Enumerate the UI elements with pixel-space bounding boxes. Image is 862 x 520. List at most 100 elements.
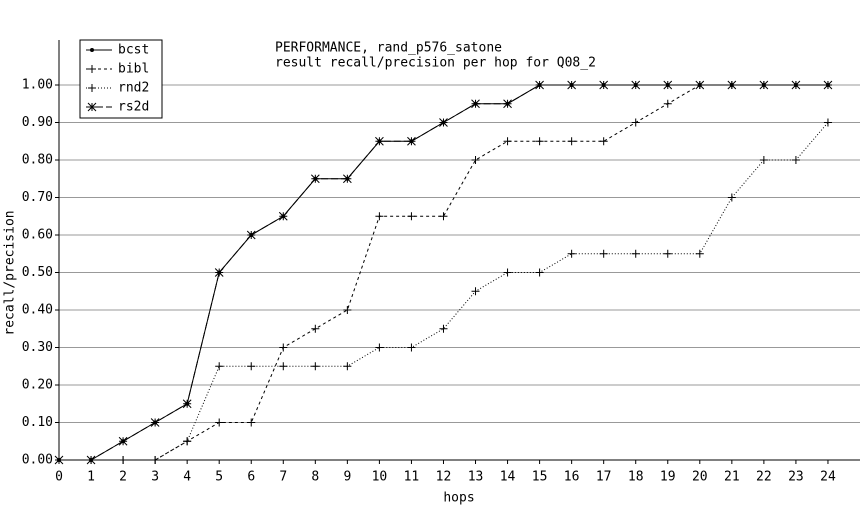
point [471,156,480,164]
marker [727,193,736,202]
x-tick-label: 21 [724,470,740,485]
point [503,268,512,277]
marker [279,362,288,371]
marker [119,456,128,464]
point [375,136,384,146]
point [311,362,320,371]
point [503,99,512,109]
point [86,455,96,465]
marker [183,437,192,446]
point [311,324,320,333]
marker [88,84,96,92]
point [631,80,641,90]
legend-label: rnd2 [118,81,149,96]
marker [791,80,801,90]
point [407,343,416,352]
marker [503,137,512,146]
marker [663,99,672,108]
marker [375,343,384,352]
marker [343,174,352,184]
point [535,80,544,90]
point [247,362,256,371]
point [87,102,97,112]
marker [759,156,768,164]
point [119,456,128,464]
marker [118,436,128,446]
x-tick-label: 17 [596,470,612,485]
marker [86,455,96,465]
point [503,137,512,146]
x-tick-label: 11 [404,470,420,485]
x-tick-label: 19 [660,470,676,485]
point [407,212,416,221]
y-tick-label: 0.30 [22,340,53,355]
marker [663,249,672,258]
marker [823,80,833,90]
legend-box [79,39,163,119]
point [599,249,608,258]
point [599,80,609,90]
point [88,84,96,92]
marker [631,118,640,127]
point [407,136,416,146]
point [88,65,96,73]
marker [695,80,705,90]
marker [663,80,673,90]
point [631,249,640,258]
point [631,118,640,127]
marker [182,399,192,409]
point [823,80,833,90]
point [695,249,704,258]
x-tick-label: 0 [55,470,63,485]
marker [90,48,94,52]
x-tick-label: 3 [151,470,159,485]
point [695,80,705,90]
point [215,418,224,427]
legend-label: bcst [118,43,149,58]
x-tick-label: 18 [628,470,644,485]
x-tick-label: 14 [500,470,516,485]
legend-label: rs2d [118,100,149,115]
x-tick-label: 8 [311,470,319,485]
x-tick-label: 13 [468,470,484,485]
marker [215,362,224,371]
point [663,249,672,258]
point [823,118,832,127]
marker [535,80,544,90]
y-tick-label: 0.40 [22,303,53,318]
x-tick-label: 15 [532,470,548,485]
marker [54,455,64,465]
y-axis-label: recall/precision [3,210,18,335]
marker [471,99,480,109]
point [727,193,736,202]
marker [247,418,256,427]
marker [311,324,320,333]
y-tick-label: 1.00 [22,78,53,93]
marker [310,174,320,184]
x-tick-label: 12 [436,470,452,485]
marker [439,324,448,333]
marker [311,362,320,371]
marker [247,362,256,371]
marker [246,230,256,240]
point [535,137,544,146]
x-tick-label: 20 [692,470,708,485]
point [439,212,448,221]
point [183,437,192,446]
marker [439,212,448,221]
marker [407,212,416,221]
y-tick-label: 0.80 [22,153,53,168]
marker [727,80,737,90]
point [567,80,576,90]
y-tick-label: 0.20 [22,378,53,393]
point [375,212,384,221]
marker [471,156,480,164]
point [279,343,288,352]
point [471,99,480,109]
point [375,343,384,352]
x-tick-label: 5 [215,470,223,485]
marker [150,418,160,427]
point [343,306,352,314]
marker [278,211,288,221]
point [150,418,160,427]
